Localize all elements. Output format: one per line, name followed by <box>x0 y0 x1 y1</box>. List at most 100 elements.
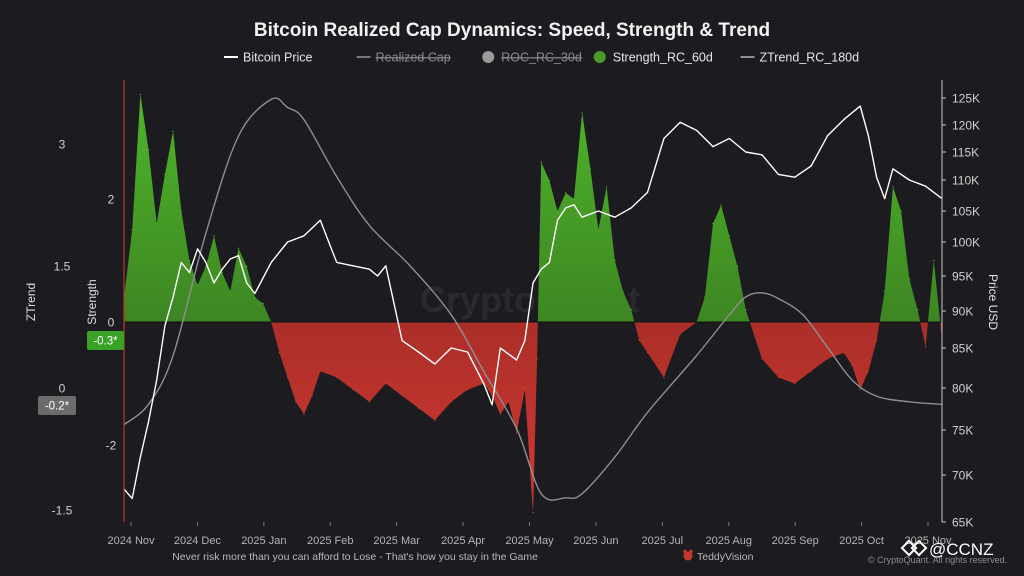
price-tick-label: 80K <box>952 382 973 396</box>
strength-point <box>319 370 321 372</box>
ztrend-tick-label: 0 <box>59 382 66 396</box>
strength-point <box>295 401 297 403</box>
strength-point <box>761 358 763 360</box>
price-axis: 125K 120K 115K 110K 105K 100K 95K 90K 85K 80K 75K 7… <box>942 92 980 530</box>
strength-point <box>147 149 150 151</box>
ztrend-axis-label: ZTrend <box>24 283 38 321</box>
strength-point <box>385 382 387 385</box>
strength-point <box>859 389 861 391</box>
strength-point <box>172 130 174 132</box>
strength-point <box>597 229 600 231</box>
ztrend-axis: 3 1.5 0 -1.5 <box>52 138 73 518</box>
chart-title: Bitcoin Realized Cap Dynamics: Speed, St… <box>254 20 770 41</box>
strength-point <box>417 407 420 409</box>
strength-point <box>237 247 240 249</box>
x-tick-label: 2025 Feb <box>307 535 353 547</box>
strength-point <box>536 358 538 360</box>
strength-point <box>213 235 215 237</box>
strength-point <box>581 112 583 114</box>
legend-item-roc-rc-30d[interactable]: ROC_RC_30d <box>482 51 582 65</box>
price-tick-label: 105K <box>952 205 980 219</box>
strength-point <box>573 198 575 200</box>
strength-point <box>467 389 469 391</box>
price-tick-label: 100K <box>952 236 980 250</box>
strength-point <box>622 290 624 292</box>
strength-point <box>221 272 223 274</box>
strength-tick-label: 0 <box>108 316 115 330</box>
strength-point <box>892 186 894 188</box>
strength-point <box>336 376 338 378</box>
line-layer <box>124 97 942 501</box>
strength-point <box>794 382 796 385</box>
strength-point <box>368 401 370 403</box>
strength-point <box>712 223 714 225</box>
footer-author: TeddyVision <box>697 551 754 563</box>
brand-handle: @CCNZ <box>929 540 993 559</box>
strength-point <box>851 364 853 366</box>
strength-point <box>704 296 706 298</box>
price-tick-label: 90K <box>952 305 973 319</box>
price-tick-label: 75K <box>952 424 973 438</box>
strength-point <box>884 290 886 292</box>
bitcoin-price-line <box>124 105 942 500</box>
strength-point <box>720 204 722 206</box>
strength-point <box>287 376 289 378</box>
x-tick-label: 2025 Mar <box>373 535 420 547</box>
strength-point <box>777 376 780 378</box>
x-tick-label: 2025 May <box>505 535 554 547</box>
strength-point <box>565 192 567 194</box>
strength-point <box>606 186 608 188</box>
strength-point <box>352 389 354 391</box>
strength-point <box>532 511 534 514</box>
strength-point <box>548 180 551 182</box>
x-tick-label: 2025 Jul <box>642 535 684 547</box>
strength-point <box>180 210 182 212</box>
strength-point <box>745 309 747 311</box>
strength-point <box>646 352 649 354</box>
price-tick-label: 85K <box>952 342 973 356</box>
strength-point <box>246 266 248 268</box>
strength-point <box>925 346 927 348</box>
strength-area-layer <box>124 93 942 514</box>
x-axis: 2024 Nov 2024 Dec 2025 Jan 2025 Feb 2025 Mar… <box>107 522 952 547</box>
price-axis-label: Price USD <box>986 274 1000 330</box>
strength-point <box>826 358 829 360</box>
strength-point <box>630 309 632 311</box>
strength-point <box>303 413 305 415</box>
legend-item-ztrend-rc-180d[interactable]: ZTrend_RC_180d <box>740 51 860 65</box>
strength-point <box>916 309 919 311</box>
strength-tick-label: 2 <box>108 193 115 207</box>
ztrend-tick-label: 1.5 <box>54 260 71 274</box>
strength-axis-label: Strength <box>85 279 99 324</box>
strength-point <box>254 296 256 298</box>
x-tick-label: 2025 Aug <box>706 535 753 547</box>
strength-point <box>164 173 166 175</box>
x-tick-label: 2025 Oct <box>839 535 884 547</box>
strength-point <box>311 395 313 397</box>
x-tick-label: 2025 Apr <box>441 535 485 547</box>
x-tick-label: 2025 Sep <box>772 535 819 547</box>
strength-point <box>434 419 436 421</box>
x-tick-label: 2025 Jan <box>241 535 286 547</box>
legend-item-strength-rc-60d[interactable]: Strength_RC_60d <box>593 51 713 65</box>
legend-label: Realized Cap <box>376 51 451 65</box>
strength-point <box>507 401 510 403</box>
strength-point <box>524 389 526 391</box>
legend-label: ZTrend_RC_180d <box>760 51 860 65</box>
x-tick-label: 2025 Jun <box>573 535 618 547</box>
strength-point <box>638 339 640 341</box>
strength-point <box>867 370 870 372</box>
ztrend-tick-label: -1.5 <box>52 503 73 517</box>
strength-point <box>663 376 665 378</box>
strength-point <box>810 370 812 372</box>
strength-point <box>205 266 207 268</box>
legend-label: Strength_RC_60d <box>613 51 713 65</box>
bear-icon <box>683 549 693 561</box>
legend-item-bitcoin price[interactable]: Bitcoin Price <box>224 51 313 65</box>
legend-item-realized cap[interactable]: Realized Cap <box>356 51 451 65</box>
strength-point <box>876 339 878 341</box>
strength-badge: -0.3* <box>87 331 124 350</box>
strength-positive-area <box>124 94 942 322</box>
strength-point <box>401 395 403 397</box>
